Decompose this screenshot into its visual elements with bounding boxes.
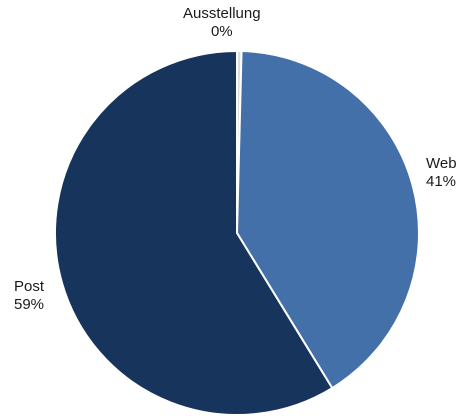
slice-name-web: Web — [426, 155, 457, 172]
slice-percent-post: 59% — [14, 296, 45, 313]
slice-label-web: Web 41% — [426, 155, 457, 191]
slice-name-post: Post — [14, 278, 45, 295]
slice-name-ausstellung: Ausstellung — [183, 5, 261, 22]
slice-percent-web: 41% — [426, 173, 457, 190]
slice-label-ausstellung: Ausstellung 0% — [183, 5, 261, 41]
pie-slice-web — [236, 50, 420, 390]
pie-slice-post — [54, 50, 334, 416]
slice-percent-ausstellung: 0% — [210, 23, 233, 40]
slice-label-post: Post 59% — [14, 278, 44, 314]
